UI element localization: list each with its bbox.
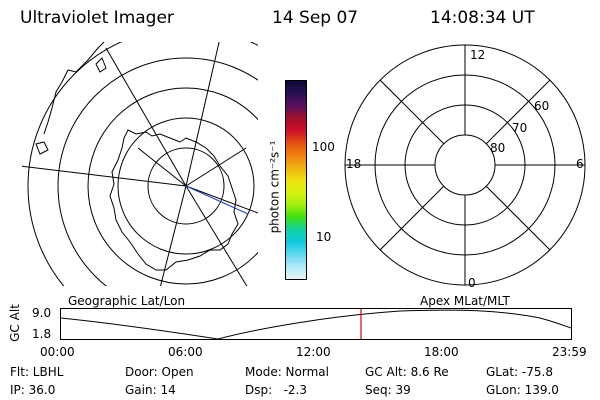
colorbar-unit-label: photon cm⁻²s⁻¹ <box>267 140 282 234</box>
filter-status: Flt: LBHL <box>10 365 64 379</box>
time-label: 14:08:34 UT <box>430 8 535 28</box>
altitude-ylabel: GC Alt <box>7 304 22 342</box>
colorbar-tick-10: 10 <box>316 230 332 244</box>
altitude-xtick: 18:00 <box>424 345 459 359</box>
altitude-curve <box>60 309 572 340</box>
mlt-label-18: 18 <box>346 157 361 171</box>
mlt-line-3 <box>485 79 551 145</box>
door-status: Door: Open <box>125 365 194 379</box>
mlat-label-60: 60 <box>534 99 549 113</box>
mlt-label-6: 6 <box>576 157 584 171</box>
right-panel-caption: Apex MLat/MLT <box>420 294 510 308</box>
colorbar <box>285 80 307 280</box>
magnetic-polar-plot: 12 0 18 6 60 70 80 <box>344 44 586 290</box>
gc-alt-status: GC Alt: 8.6 Re <box>365 365 449 379</box>
mlat-label-80: 80 <box>490 141 505 155</box>
latitude-rings <box>27 42 258 286</box>
mlt-line-21 <box>379 79 445 145</box>
altitude-plot-frame <box>60 308 572 340</box>
island-outline <box>95 57 107 73</box>
glon-status: GLon: 139.0 <box>486 383 559 397</box>
mlt-label-12: 12 <box>470 48 485 62</box>
seq-status: Seq: 39 <box>365 383 411 397</box>
date-label: 14 Sep 07 <box>272 8 359 28</box>
altitude-ymax-label: 9.0 <box>32 306 52 320</box>
satellite-track-line <box>185 185 249 215</box>
altitude-xtick: 06:00 <box>168 345 203 359</box>
geographic-map <box>22 42 258 286</box>
left-panel-caption: Geographic Lat/Lon <box>68 294 186 308</box>
instrument-title: Ultraviolet Imager <box>20 8 174 28</box>
ip-status: IP: 36.0 <box>10 383 56 397</box>
mlat-label-70: 70 <box>512 121 527 135</box>
altitude-plot <box>60 308 572 340</box>
altitude-xtick: 23:59 <box>552 345 587 359</box>
glat-status: GLat: -75.8 <box>486 365 553 379</box>
mlt-label-0: 0 <box>468 276 476 290</box>
colorbar-tick-100: 100 <box>312 140 335 154</box>
mlt-line-15 <box>379 185 445 251</box>
altitude-xtick: 12:00 <box>296 345 331 359</box>
island-outline <box>35 141 49 155</box>
altitude-ymin-label: 1.8 <box>32 327 52 341</box>
dsp-status: Dsp: -2.3 <box>245 383 308 397</box>
mlt-line-9 <box>485 185 551 251</box>
longitude-lines <box>22 42 258 286</box>
altitude-xtick: 00:00 <box>40 345 75 359</box>
gain-status: Gain: 14 <box>125 383 176 397</box>
mode-status: Mode: Normal <box>245 365 329 379</box>
south-america-coastline <box>43 42 105 135</box>
antarctica-coastline <box>109 129 239 271</box>
